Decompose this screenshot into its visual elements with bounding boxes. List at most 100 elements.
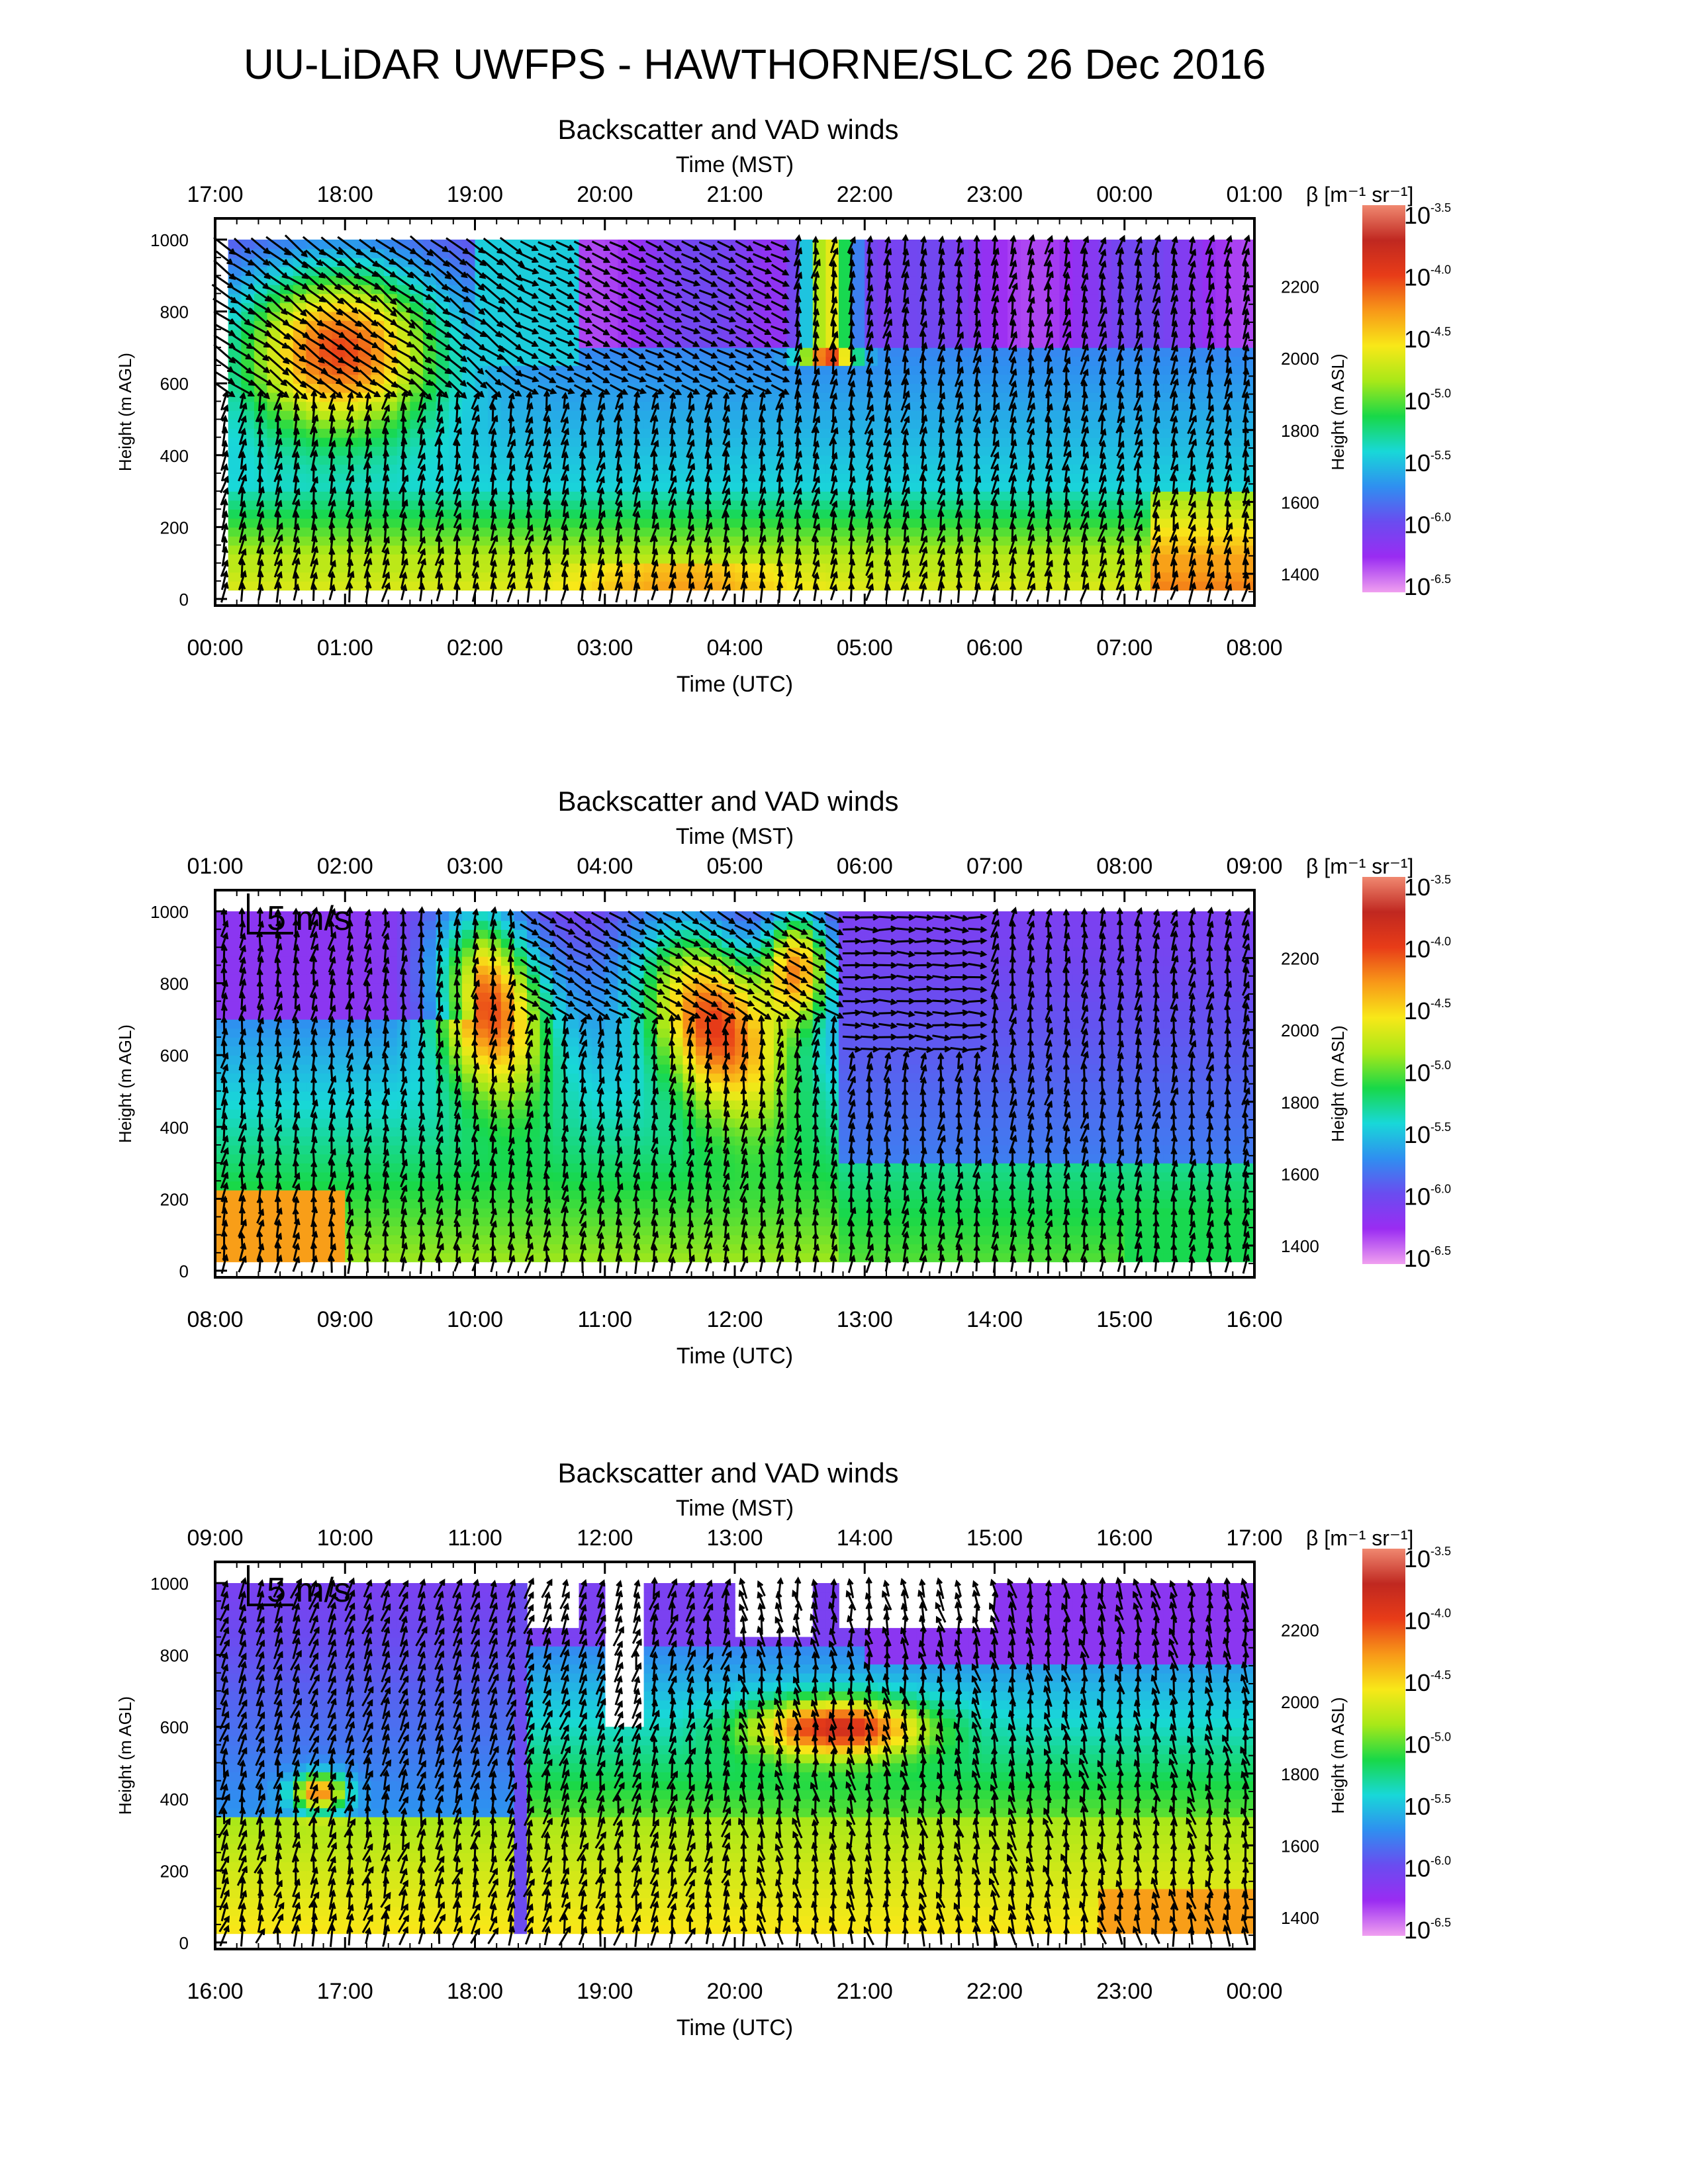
heatmap-cell (371, 482, 385, 492)
heatmap-cell (371, 545, 385, 555)
heatmap-cell (228, 482, 242, 492)
wind-arrow (902, 582, 910, 602)
heatmap-cell (1176, 482, 1190, 492)
heatmap-cell (1124, 419, 1139, 429)
heatmap-cell (800, 464, 814, 474)
heatmap-cell (800, 482, 814, 492)
heatmap-cell (228, 266, 242, 277)
heatmap-cell (890, 329, 904, 340)
heatmap-cell (890, 392, 904, 402)
heatmap-cell (280, 437, 294, 447)
heatmap-cell (1176, 509, 1190, 519)
heatmap-cell (708, 500, 723, 510)
heatmap-cell (657, 482, 671, 492)
heatmap-cell (280, 554, 294, 564)
heatmap-cell (254, 554, 268, 564)
heatmap-cell (280, 401, 294, 411)
x2-tick-label: 19:00 (447, 182, 503, 207)
heatmap-cell (1033, 428, 1047, 438)
heatmap-cell (747, 428, 761, 438)
heatmap-cell (332, 446, 346, 456)
heatmap-cell (423, 473, 437, 483)
heatmap-cell (1176, 580, 1190, 591)
heatmap-cell (1124, 347, 1139, 357)
heatmap-cell (890, 437, 904, 447)
heatmap-cell (228, 500, 242, 510)
heatmap-cell (1176, 248, 1190, 258)
heatmap-cell (890, 473, 904, 483)
heatmap-cell (1085, 374, 1100, 384)
heatmap-cell (1033, 338, 1047, 348)
heatmap-cell (319, 563, 333, 573)
heatmap-cell (332, 545, 346, 555)
heatmap-cell (357, 356, 372, 366)
heatmap-cell (968, 446, 982, 456)
heatmap-cell (800, 320, 814, 330)
heatmap-cell (943, 302, 957, 312)
heatmap-cell (604, 419, 619, 429)
heatmap-cell (254, 311, 268, 321)
heatmap-cell (1176, 500, 1190, 510)
heatmap-cell (319, 482, 333, 492)
heatmap-cell (1176, 356, 1190, 366)
heatmap-cell (604, 473, 619, 483)
heatmap-cell (618, 419, 632, 429)
heatmap-cell (943, 284, 957, 295)
heatmap-cell (1033, 437, 1047, 447)
heatmap-cell (228, 509, 242, 519)
heatmap-cell (1176, 266, 1190, 277)
heatmap-cell (657, 410, 671, 420)
heatmap-cell (371, 446, 385, 456)
heatmap-cell (1033, 545, 1047, 555)
heatmap-cell (267, 248, 281, 258)
heatmap-cell (1085, 437, 1100, 447)
x2-tick-label: 20:00 (577, 182, 633, 207)
heatmap-cell (890, 446, 904, 456)
heatmap-cell (800, 554, 814, 564)
heatmap-cell (1033, 311, 1047, 321)
heatmap-cell (943, 419, 957, 429)
heatmap-cell (1033, 240, 1047, 250)
heatmap-cell (1033, 455, 1047, 465)
heatmap-cell (890, 455, 904, 465)
heatmap-cell (579, 491, 592, 501)
heatmap-cell (371, 410, 385, 420)
heatmap-cell (332, 473, 346, 483)
page-title: UU-LiDAR UWFPS - HAWTHORNE/SLC 26 Dec 20… (243, 40, 1266, 88)
heatmap-cell (371, 428, 385, 438)
heatmap-cell (280, 545, 294, 555)
heatmap-cell (332, 580, 346, 591)
heatmap-cell (943, 563, 957, 573)
heatmap-cell (228, 347, 242, 357)
heatmap-cell (357, 248, 372, 258)
x2-axis-label: Time (MST) (676, 152, 794, 177)
heatmap-cell (254, 240, 268, 250)
heatmap-cell (306, 338, 320, 348)
y-tick-label: 400 (160, 446, 189, 466)
heatmap-cell (800, 500, 814, 510)
heatmap-cell (319, 536, 333, 546)
heatmap-cell (332, 401, 346, 411)
heatmap-cell (514, 536, 528, 546)
heatmap-cell (943, 240, 957, 250)
heatmap-cell (280, 491, 294, 501)
heatmap-cell (890, 545, 904, 555)
heatmap-cell (280, 563, 294, 573)
heatmap-cell (306, 248, 320, 258)
heatmap-cell (1124, 455, 1139, 465)
heatmap-cell (1033, 518, 1047, 528)
heatmap-cell (332, 428, 346, 438)
heatmap-cell (267, 572, 281, 582)
heatmap-cell (280, 240, 294, 250)
heatmap-cell (1228, 338, 1243, 348)
heatmap-cell (267, 365, 281, 375)
heatmap-cell (657, 464, 671, 474)
heatmap-cell (306, 563, 320, 573)
x-tick-label: 07:00 (1096, 635, 1152, 660)
heatmap-cell (800, 563, 814, 573)
heatmap-cell (241, 248, 255, 258)
heatmap-cell (332, 491, 346, 501)
x2-tick-label: 17:00 (187, 182, 243, 207)
heatmap-cell (890, 365, 904, 375)
heatmap-cell (228, 580, 242, 591)
